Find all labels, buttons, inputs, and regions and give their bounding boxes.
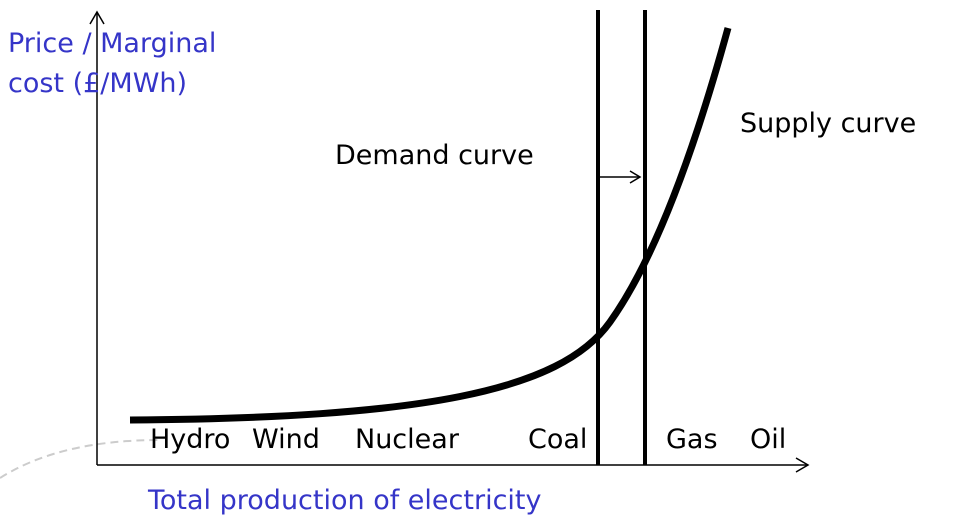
y-axis-label: Price / Marginal <box>8 28 216 59</box>
source-label: Oil <box>750 424 786 455</box>
decoration-arc <box>0 439 161 479</box>
x-axis-arrow <box>795 457 810 473</box>
source-label: Nuclear <box>355 424 460 455</box>
x-axis-label: Total production of electricity <box>147 485 541 516</box>
demand-label: Demand curve <box>335 140 534 171</box>
source-label: Gas <box>666 424 718 455</box>
y-axis-label: cost (£/MWh) <box>8 68 187 99</box>
source-label: Wind <box>252 424 320 455</box>
source-label: Coal <box>528 424 587 455</box>
source-label: Hydro <box>150 424 230 455</box>
supply-label: Supply curve <box>740 108 916 139</box>
shift-arrow-head <box>629 170 642 184</box>
y-axis-arrow <box>89 10 105 25</box>
supply-curve <box>129 27 732 424</box>
